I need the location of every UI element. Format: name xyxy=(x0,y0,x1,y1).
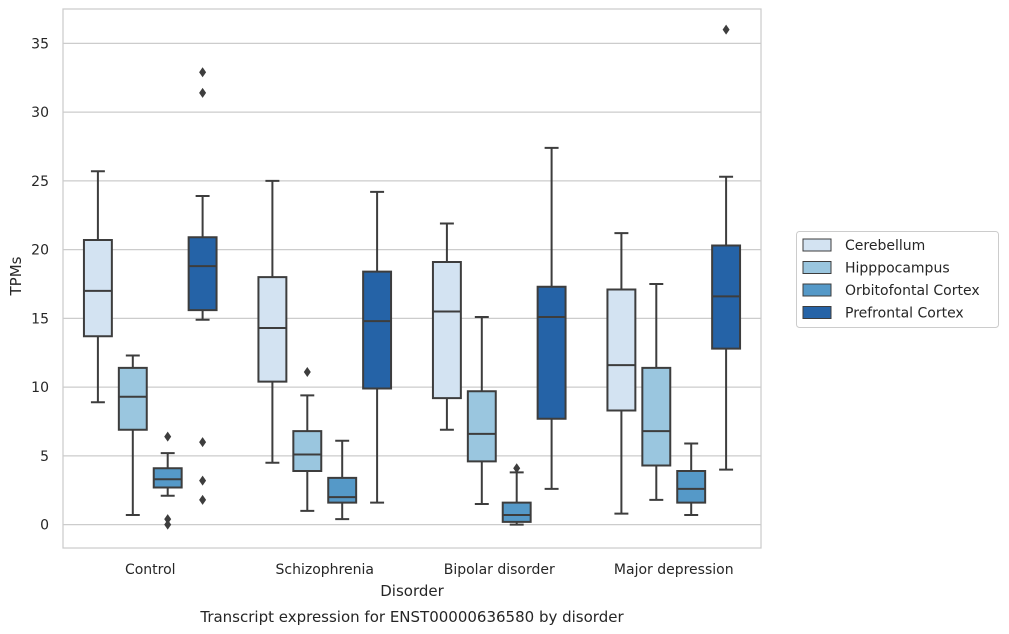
x-tick-label: Control xyxy=(125,562,176,578)
legend-label: Cerebellum xyxy=(845,238,925,254)
outlier-point xyxy=(513,463,521,474)
outlier-point xyxy=(199,87,207,98)
x-tick-labels: Control Schizophrenia Bipolar disorder Majo… xyxy=(125,562,734,578)
box xyxy=(362,270,393,390)
box xyxy=(501,501,532,523)
y-tick-label: 30 xyxy=(31,105,49,121)
y-tick-label: 10 xyxy=(31,380,49,396)
outlier-point xyxy=(164,431,172,442)
x-tick-label: Major depression xyxy=(614,562,734,578)
outlier-point xyxy=(199,475,207,486)
box xyxy=(117,366,148,431)
legend-frame xyxy=(796,231,999,328)
box xyxy=(676,470,707,504)
legend-swatch xyxy=(802,238,832,252)
legend-swatch xyxy=(802,306,832,319)
y-tick-label: 25 xyxy=(31,174,49,190)
y-tick-labels: 0 5 10 15 20 25 30 35 xyxy=(31,36,49,533)
gridlines xyxy=(63,42,761,526)
outlier-point xyxy=(164,514,172,525)
x-tick-label: Schizophrenia xyxy=(276,562,374,578)
y-tick-label: 20 xyxy=(31,243,49,259)
box xyxy=(641,366,672,467)
y-axis-label: TPMs xyxy=(7,256,25,296)
legend-label: Hipppocampus xyxy=(845,261,950,277)
legend: Cerebellum Hipppocampus Orbitofontal Corte… xyxy=(796,231,999,328)
y-tick-label: 5 xyxy=(40,449,49,465)
legend-label: Prefrontal Cortex xyxy=(845,306,964,322)
box xyxy=(536,285,567,420)
box xyxy=(257,276,288,383)
box xyxy=(606,288,637,412)
legend-swatch xyxy=(802,283,832,297)
outlier-point xyxy=(199,437,207,448)
box xyxy=(431,261,462,400)
y-tick-label: 15 xyxy=(31,311,49,327)
x-axis-label: Disorder xyxy=(380,582,444,600)
box xyxy=(152,467,183,489)
legend-swatch xyxy=(802,261,832,274)
box xyxy=(82,239,113,338)
box xyxy=(187,236,218,312)
outlier-point xyxy=(164,519,172,530)
y-tick-label: 0 xyxy=(40,518,49,534)
box-series xyxy=(82,24,742,530)
box xyxy=(327,476,358,504)
plot-frame xyxy=(62,8,762,549)
box xyxy=(292,430,323,472)
box xyxy=(466,390,497,463)
outlier-point xyxy=(199,67,207,78)
chart-caption: Transcript expression for ENST0000063658… xyxy=(199,608,624,626)
outlier-point xyxy=(199,494,207,505)
x-tick-label: Bipolar disorder xyxy=(444,562,555,578)
outlier-point xyxy=(303,367,311,377)
outlier-point xyxy=(722,24,730,35)
legend-label: Orbitofontal Cortex xyxy=(845,283,980,299)
y-tick-label: 35 xyxy=(31,36,49,52)
